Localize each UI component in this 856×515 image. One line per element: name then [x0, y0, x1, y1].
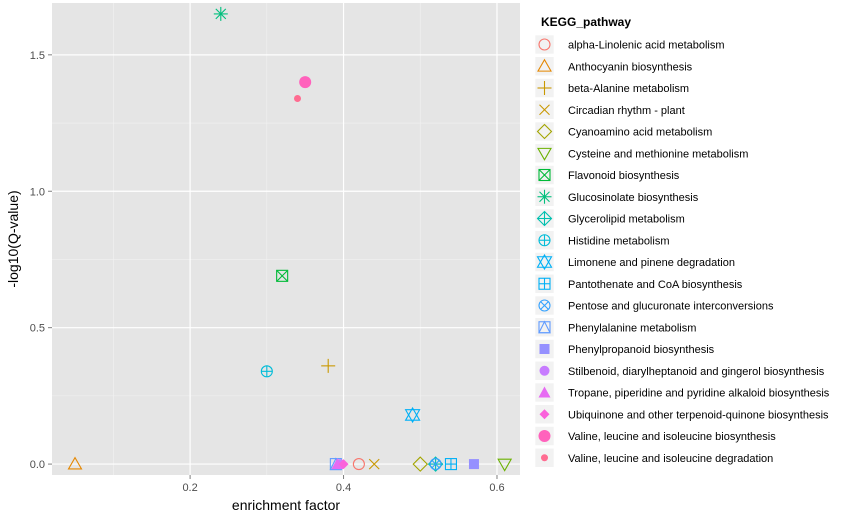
grid-minor — [52, 3, 520, 475]
legend-title: KEGG_pathway — [541, 15, 631, 29]
legend-label: Ubiquinone and other terpenoid-quinone b… — [568, 409, 829, 421]
legend-item: Ubiquinone and other terpenoid-quinone b… — [534, 404, 829, 425]
legend-label: Circadian rhythm - plant — [568, 105, 685, 117]
legend-key-symbol — [537, 58, 552, 72]
data-point — [331, 458, 344, 470]
legend-label: Cysteine and methionine metabolism — [568, 148, 748, 160]
legend-label: Glycerolipid metabolism — [568, 214, 685, 226]
data-point — [67, 456, 83, 470]
legend-key — [534, 121, 555, 142]
legend-label: Pentose and glucuronate interconversions — [568, 301, 774, 313]
data-point — [299, 76, 312, 89]
data-point — [429, 458, 442, 471]
data-point — [338, 459, 349, 470]
legend-item: Glucosinolate biosynthesis — [534, 186, 699, 207]
legend-item: Glycerolipid metabolism — [534, 208, 685, 229]
legend-key-symbol — [539, 344, 550, 354]
legend-item: Anthocyanin biosynthesis — [534, 56, 693, 77]
legend-key-symbol — [536, 253, 553, 271]
data-point — [444, 458, 458, 471]
legend-key-symbol — [539, 104, 550, 116]
x-tick-label: 0.2 — [182, 482, 197, 494]
data-point — [497, 458, 513, 472]
legend-key-symbol — [536, 210, 553, 227]
y-tick-label: 0.0 — [30, 459, 45, 471]
y-axis-ticks: 0.0 0.5 1.0 1.5 — [30, 50, 52, 471]
legend-item: Stilbenoid, diarylheptanoid and gingerol… — [534, 360, 825, 381]
legend-key-symbol — [538, 38, 551, 51]
legend: KEGG_pathway alpha-Linolenic acid metabo… — [534, 15, 830, 468]
legend-label: Flavonoid biosynthesis — [568, 170, 680, 182]
legend-key-symbol — [537, 147, 552, 161]
legend-item: Valine, leucine and isoleucine degradati… — [534, 447, 773, 468]
y-tick-label: 0.5 — [30, 323, 45, 335]
data-point — [468, 459, 479, 470]
y-axis-title: -log10(Q-value) — [5, 190, 21, 287]
legend-key-symbol — [538, 430, 551, 442]
data-point — [412, 456, 429, 472]
data-point — [368, 458, 380, 470]
legend-item: Cyanoamino acid metabolism — [534, 121, 712, 142]
data-point — [294, 94, 302, 102]
legend-item: Limonene and pinene degradation — [534, 252, 735, 272]
legend-label: Phenylalanine metabolism — [568, 322, 696, 334]
legend-key-symbol — [537, 189, 552, 204]
y-tick-label: 1.5 — [30, 50, 45, 62]
legend-key-symbol — [538, 386, 551, 398]
legend-key-symbol — [538, 320, 551, 334]
legend-item: Phenylalanine metabolism — [534, 317, 696, 338]
legend-item: Valine, leucine and isoleucine biosynthe… — [534, 426, 776, 446]
legend-key-symbol — [538, 277, 551, 290]
legend-item: Cysteine and methionine metabolism — [534, 143, 748, 164]
legend-label: Pantothenate and CoA biosynthesis — [568, 279, 743, 291]
legend-label: beta-Alanine metabolism — [568, 83, 689, 95]
legend-label: Cyanoamino acid metabolism — [568, 127, 712, 139]
legend-label: Valine, leucine and isoleucine biosynthe… — [568, 431, 776, 443]
legend-key-symbol — [539, 365, 550, 376]
legend-item: Circadian rhythm - plant — [534, 99, 685, 120]
plot-panel — [52, 3, 520, 475]
legend-item: Flavonoid biosynthesis — [534, 165, 680, 185]
legend-label: Limonene and pinene degradation — [568, 257, 735, 269]
legend-item: alpha-Linolenic acid metabolism — [534, 34, 725, 55]
legend-item: Tropane, piperidine and pyridine alkaloi… — [534, 382, 830, 403]
legend-item: Pentose and glucuronate interconversions — [534, 295, 774, 316]
legend-label: alpha-Linolenic acid metabolism — [568, 40, 725, 52]
x-axis-title: enrichment factor — [232, 497, 340, 513]
legend-label: Valine, leucine and isoleucine degradati… — [568, 453, 773, 465]
data-point — [276, 269, 289, 282]
legend-key-symbol — [536, 123, 553, 140]
legend-label: Histidine metabolism — [568, 235, 669, 247]
legend-key-symbol — [538, 168, 551, 182]
data-point — [352, 458, 365, 471]
legend-key-symbol — [539, 409, 550, 420]
legend-label: Glucosinolate biosynthesis — [568, 192, 699, 204]
legend-key-symbol — [537, 81, 552, 95]
legend-label: Anthocyanin biosynthesis — [568, 61, 693, 73]
x-tick-label: 0.4 — [336, 482, 351, 494]
legend-item: Histidine metabolism — [534, 230, 669, 251]
legend-key-symbol — [541, 454, 548, 462]
y-tick-label: 1.0 — [30, 186, 45, 198]
legend-key-symbol — [538, 299, 551, 312]
data-point — [213, 6, 228, 21]
x-tick-label: 0.6 — [489, 482, 504, 494]
legend-item: Phenylpropanoid biosynthesis — [534, 339, 715, 359]
legend-label: Tropane, piperidine and pyridine alkaloi… — [568, 388, 830, 400]
legend-label: Phenylpropanoid biosynthesis — [568, 344, 715, 356]
legend-items: alpha-Linolenic acid metabolism Anthocyan… — [534, 34, 830, 468]
data-point — [404, 406, 421, 424]
data-point — [260, 365, 273, 378]
legend-item: Pantothenate and CoA biosynthesis — [534, 273, 743, 294]
legend-label: Stilbenoid, diarylheptanoid and gingerol… — [568, 366, 825, 378]
data-points — [67, 6, 513, 472]
x-axis-ticks: 0.2 0.4 0.6 — [182, 475, 505, 494]
data-point — [321, 358, 336, 373]
legend-key-symbol — [538, 234, 551, 247]
legend-key — [534, 34, 555, 55]
legend-item: beta-Alanine metabolism — [534, 78, 689, 98]
